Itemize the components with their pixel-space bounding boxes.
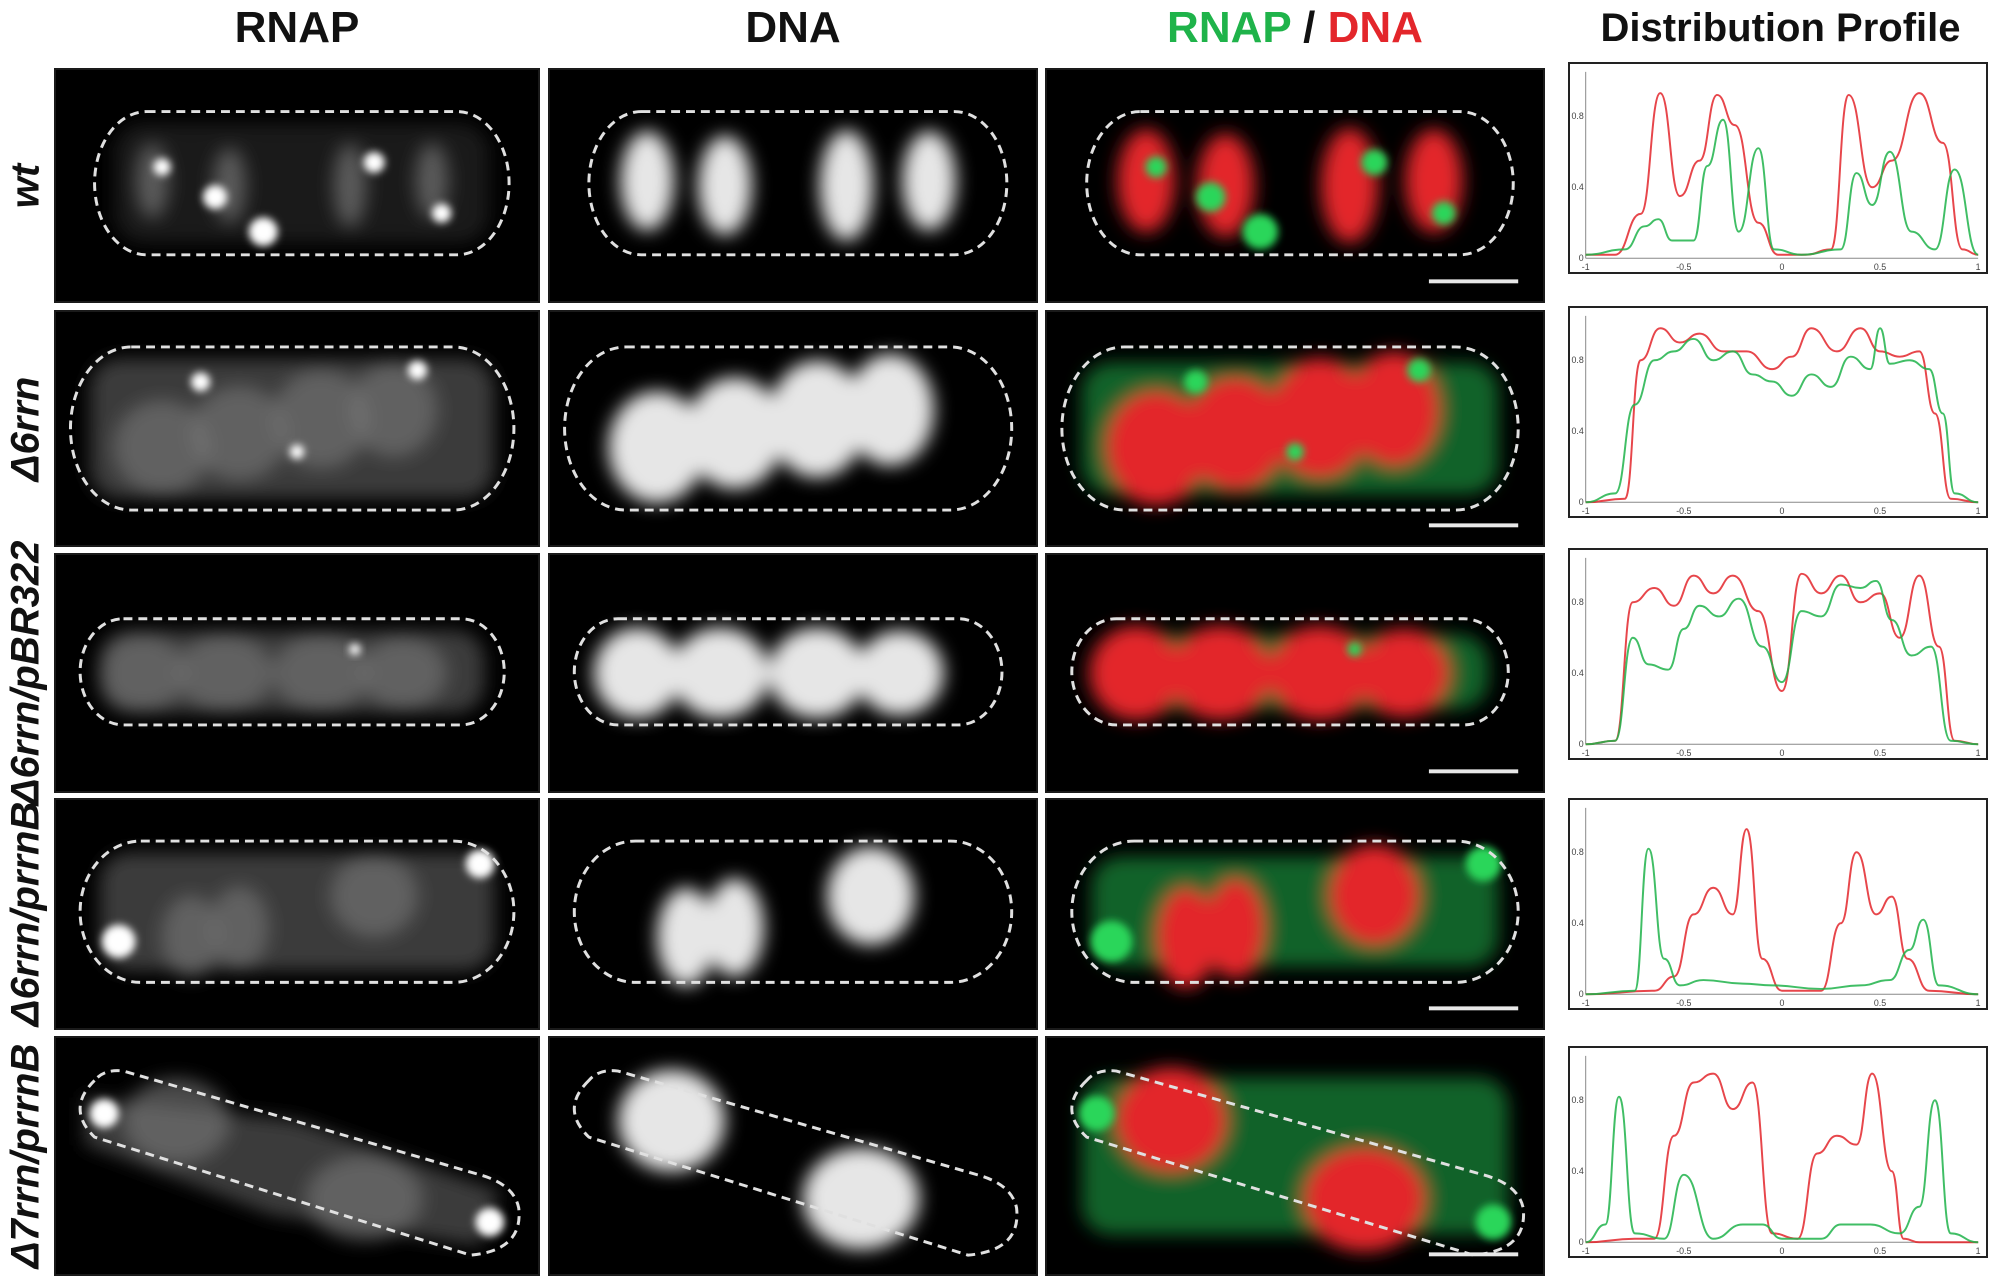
x-tick-label: -0.5 [1676, 748, 1691, 758]
column-header-rnap: RNAP [234, 3, 360, 52]
y-tick-label: 0.4 [1571, 918, 1583, 928]
distribution-profile-chart-d7rrn-prrnb: -1 -0.5 0 0.5 1 0 0.4 0.8 [1568, 1046, 1988, 1258]
distribution-profile-chart-d6rrn-pbr322: -1 -0.5 0 0.5 1 0 0.4 0.8 [1568, 548, 1988, 760]
x-tick-label: -0.5 [1676, 998, 1691, 1008]
y-tick-label: 0.4 [1571, 1166, 1583, 1176]
distribution-profile-chart-d6rrn-prrnb: -1 -0.5 0 0.5 1 0 0.4 0.8 [1568, 798, 1988, 1010]
x-tick-label: 0.5 [1874, 998, 1886, 1008]
micrograph-dna-d6rrn [548, 310, 1038, 547]
dna-profile-line [1585, 828, 1979, 996]
column-header-dna: DNA [745, 3, 841, 52]
rnap-profile-line [1585, 1095, 1979, 1244]
x-tick-label: 1 [1976, 262, 1981, 272]
y-tick-label: 0.8 [1571, 111, 1583, 121]
row-label-d6rrn-pbr322: Δ6rrn/pBR322 [3, 540, 48, 806]
merge-label-rnap: RNAP [1167, 3, 1291, 52]
rnap-profile-line [1585, 579, 1979, 746]
dna-profile-line [1585, 92, 1979, 256]
micrograph-rnap-d7rrn-prrnb [54, 1036, 540, 1276]
dna-profile-line [1585, 572, 1979, 746]
dna-profile-line [1585, 1072, 1979, 1244]
rnap-profile-line [1585, 327, 1979, 504]
y-tick-label: 0 [1579, 1237, 1584, 1247]
micrograph-merge-d7rrn-prrnb [1045, 1036, 1545, 1276]
x-tick-label: -1 [1582, 998, 1590, 1008]
x-tick-label: -0.5 [1676, 506, 1691, 516]
micrograph-rnap-d6rrn [54, 310, 540, 547]
y-tick-label: 0 [1579, 739, 1584, 749]
x-tick-label: -0.5 [1676, 262, 1691, 272]
distribution-profile-chart-wt: -1 -0.5 0 0.5 1 0 0.4 0.8 [1568, 62, 1988, 274]
row-label-wt: wt [3, 163, 48, 208]
x-tick-label: -1 [1582, 1246, 1590, 1256]
rnap-profile-line [1585, 847, 1979, 996]
y-tick-label: 0.4 [1571, 668, 1583, 678]
y-tick-label: 0.8 [1571, 597, 1583, 607]
micrograph-rnap-d6rrn-pbr322 [54, 553, 540, 793]
y-tick-label: 0 [1579, 989, 1584, 999]
x-tick-label: 0.5 [1874, 262, 1886, 272]
x-tick-label: -0.5 [1676, 1246, 1691, 1256]
micrograph-merge-wt [1045, 68, 1545, 303]
micrograph-dna-wt [548, 68, 1038, 303]
x-tick-label: 1 [1976, 748, 1981, 758]
dna-profile-line [1585, 327, 1979, 504]
y-tick-label: 0.4 [1571, 426, 1583, 436]
x-tick-label: 0 [1779, 998, 1784, 1008]
micrograph-rnap-wt [54, 68, 540, 303]
row-label-d6rrn: Δ6rrn [3, 376, 48, 481]
x-tick-label: 0.5 [1874, 506, 1886, 516]
column-header-merge: RNAP / DNA [1045, 0, 1545, 60]
column-header-profile: Distribution Profile [1600, 6, 1961, 50]
x-tick-label: -1 [1582, 748, 1590, 758]
micrograph-merge-d6rrn-prrnb [1045, 798, 1545, 1030]
x-tick-label: 1 [1976, 506, 1981, 516]
merge-label-separator: / [1290, 3, 1328, 52]
y-tick-label: 0 [1579, 497, 1584, 507]
x-tick-label: 1 [1976, 1246, 1981, 1256]
x-tick-label: -1 [1582, 506, 1590, 516]
y-tick-label: 0.8 [1571, 847, 1583, 857]
micrograph-merge-d6rrn-pbr322 [1045, 553, 1545, 793]
rnap-profile-line [1585, 118, 1979, 256]
y-tick-label: 0 [1579, 253, 1584, 263]
y-tick-label: 0.8 [1571, 355, 1583, 365]
x-tick-label: 0 [1779, 262, 1784, 272]
micrograph-merge-d6rrn [1045, 310, 1545, 547]
x-tick-label: 0 [1779, 506, 1784, 516]
micrograph-dna-d6rrn-prrnb [548, 798, 1038, 1030]
x-tick-label: 0.5 [1874, 1246, 1886, 1256]
x-tick-label: -1 [1582, 262, 1590, 272]
micrograph-rnap-d6rrn-prrnb [54, 798, 540, 1030]
x-tick-label: 0 [1779, 1246, 1784, 1256]
y-tick-label: 0.4 [1571, 182, 1583, 192]
y-tick-label: 0.8 [1571, 1095, 1583, 1105]
distribution-profile-chart-d6rrn: -1 -0.5 0 0.5 1 0 0.4 0.8 [1568, 306, 1988, 518]
x-tick-label: 0 [1779, 748, 1784, 758]
row-label-d6rrn-prrnb: Δ6rrn/prrnB [3, 801, 48, 1027]
micrograph-dna-d6rrn-pbr322 [548, 553, 1038, 793]
merge-label-dna: DNA [1327, 3, 1423, 52]
micrograph-dna-d7rrn-prrnb [548, 1036, 1038, 1276]
x-tick-label: 0.5 [1874, 748, 1886, 758]
row-label-d7rrn-prrnb: Δ7rrn/prrnB [3, 1043, 48, 1269]
x-tick-label: 1 [1976, 998, 1981, 1008]
